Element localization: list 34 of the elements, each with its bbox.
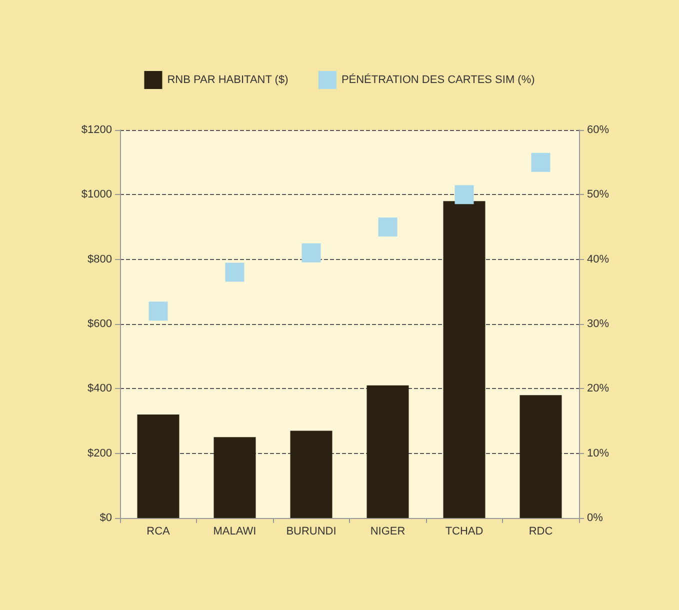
bar	[137, 414, 180, 518]
point	[302, 243, 321, 262]
y-tick-label: $0	[100, 512, 112, 524]
y2-tick-label: 10%	[587, 447, 610, 460]
legend-label: PÉNÉTRATION DES CARTES SIM (%)	[341, 73, 535, 86]
x-tick-label: RCA	[146, 526, 171, 538]
bar	[520, 395, 562, 518]
y-tick-label: $1000	[81, 188, 112, 201]
y2-tick-label: 0%	[587, 512, 604, 524]
bar	[214, 437, 256, 518]
y-tick-label: $1200	[81, 124, 112, 136]
x-tick-label: NIGER	[370, 526, 406, 538]
point	[531, 152, 550, 172]
bar	[366, 385, 409, 518]
x-tick-label: TCHAD	[445, 526, 484, 538]
y2-tick-label: 20%	[587, 382, 610, 395]
y-tick-label: $400	[88, 382, 112, 395]
point	[225, 262, 244, 282]
y-tick-label: $600	[88, 318, 112, 330]
y-tick-label: $200	[88, 447, 112, 460]
x-tick-label: RDC	[528, 526, 553, 538]
legend-label: RNB PAR HABITANT ($)	[167, 74, 288, 86]
point	[378, 218, 398, 236]
y2-tick-label: 60%	[587, 124, 610, 136]
bar	[443, 201, 486, 518]
point	[454, 185, 474, 204]
y-tick-label: $800	[88, 253, 112, 266]
bar	[290, 430, 332, 518]
x-tick-label: BURUNDI	[286, 526, 336, 538]
y2-tick-label: 30%	[587, 318, 610, 330]
y2-tick-label: 40%	[587, 253, 610, 266]
point	[148, 302, 168, 321]
y2-tick-label: 50%	[587, 188, 610, 201]
x-tick-label: MALAWI	[213, 526, 256, 538]
